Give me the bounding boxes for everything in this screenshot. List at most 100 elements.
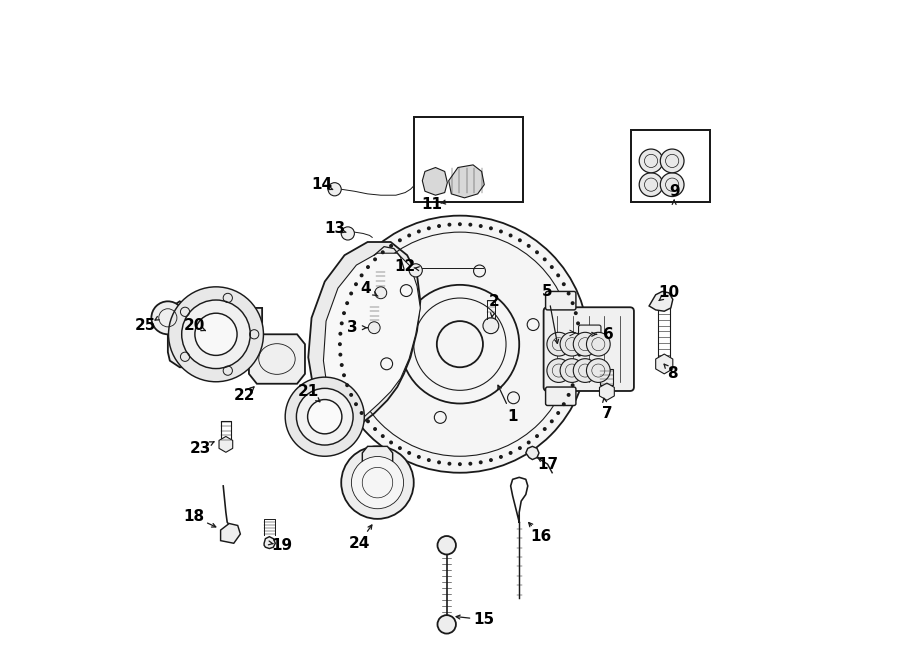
Circle shape	[550, 419, 554, 423]
Text: 2: 2	[489, 294, 500, 309]
Circle shape	[547, 359, 571, 383]
Circle shape	[468, 461, 472, 465]
Text: 9: 9	[669, 184, 680, 199]
Circle shape	[285, 377, 364, 456]
Circle shape	[574, 311, 578, 315]
Text: 8: 8	[668, 366, 678, 381]
Polygon shape	[249, 334, 305, 384]
Circle shape	[543, 258, 546, 261]
Text: 24: 24	[348, 536, 370, 551]
Circle shape	[366, 419, 370, 423]
Circle shape	[535, 250, 539, 254]
Bar	[631, 130, 710, 203]
Circle shape	[360, 273, 364, 277]
Circle shape	[398, 238, 402, 242]
Circle shape	[556, 411, 560, 415]
Text: 4: 4	[360, 281, 371, 296]
Circle shape	[407, 451, 411, 455]
Circle shape	[571, 301, 574, 305]
Circle shape	[427, 458, 431, 462]
Circle shape	[468, 222, 472, 226]
Polygon shape	[323, 253, 420, 433]
Circle shape	[587, 332, 610, 356]
Circle shape	[368, 322, 380, 334]
FancyBboxPatch shape	[545, 387, 576, 406]
Circle shape	[331, 216, 589, 473]
Circle shape	[535, 434, 539, 438]
Circle shape	[427, 226, 431, 230]
Circle shape	[499, 455, 503, 459]
Circle shape	[573, 359, 597, 383]
Circle shape	[526, 440, 531, 444]
Circle shape	[562, 402, 566, 406]
Circle shape	[578, 353, 581, 357]
Circle shape	[417, 230, 421, 234]
Circle shape	[447, 461, 452, 465]
Text: 21: 21	[298, 384, 319, 399]
Circle shape	[437, 615, 456, 634]
Circle shape	[587, 359, 610, 383]
Circle shape	[639, 149, 663, 173]
Circle shape	[349, 291, 353, 295]
Circle shape	[556, 273, 560, 277]
Circle shape	[483, 318, 499, 334]
Circle shape	[578, 342, 581, 346]
Circle shape	[351, 457, 403, 508]
Bar	[414, 117, 523, 203]
Text: 20: 20	[184, 318, 205, 333]
Circle shape	[437, 460, 441, 464]
Circle shape	[366, 265, 370, 269]
Circle shape	[381, 250, 384, 254]
Circle shape	[550, 265, 554, 269]
Polygon shape	[422, 167, 447, 195]
Circle shape	[573, 332, 597, 356]
Circle shape	[407, 234, 411, 238]
Circle shape	[168, 287, 264, 382]
Circle shape	[578, 332, 581, 336]
Text: 17: 17	[537, 457, 558, 471]
Polygon shape	[168, 301, 262, 367]
Circle shape	[518, 238, 522, 242]
Circle shape	[567, 393, 571, 397]
Circle shape	[571, 383, 574, 387]
Text: 7: 7	[601, 406, 612, 421]
Circle shape	[479, 224, 482, 228]
Circle shape	[374, 427, 377, 431]
Polygon shape	[600, 369, 614, 385]
Circle shape	[567, 291, 571, 295]
Circle shape	[458, 462, 462, 466]
Circle shape	[447, 222, 452, 226]
Circle shape	[374, 287, 387, 299]
Circle shape	[437, 224, 441, 228]
Text: 10: 10	[658, 285, 680, 301]
Polygon shape	[264, 537, 275, 549]
Circle shape	[661, 149, 684, 173]
Text: 1: 1	[508, 409, 518, 424]
Circle shape	[458, 222, 462, 226]
Text: 19: 19	[271, 538, 292, 553]
Circle shape	[560, 359, 584, 383]
Circle shape	[328, 183, 341, 196]
Circle shape	[389, 440, 393, 444]
Circle shape	[381, 434, 384, 438]
Circle shape	[574, 373, 578, 377]
Text: 15: 15	[473, 612, 495, 627]
Circle shape	[342, 311, 346, 315]
Circle shape	[374, 258, 377, 261]
Circle shape	[338, 353, 342, 357]
Circle shape	[341, 227, 355, 240]
Circle shape	[354, 402, 358, 406]
Circle shape	[479, 460, 482, 464]
Text: 6: 6	[603, 327, 614, 342]
Circle shape	[342, 373, 346, 377]
Circle shape	[639, 173, 663, 197]
Circle shape	[576, 321, 580, 325]
Polygon shape	[309, 242, 420, 443]
Polygon shape	[649, 291, 673, 311]
Circle shape	[182, 300, 250, 369]
Circle shape	[151, 301, 184, 334]
Circle shape	[360, 411, 364, 415]
Circle shape	[508, 234, 513, 238]
Circle shape	[354, 282, 358, 286]
Text: 3: 3	[347, 320, 357, 335]
